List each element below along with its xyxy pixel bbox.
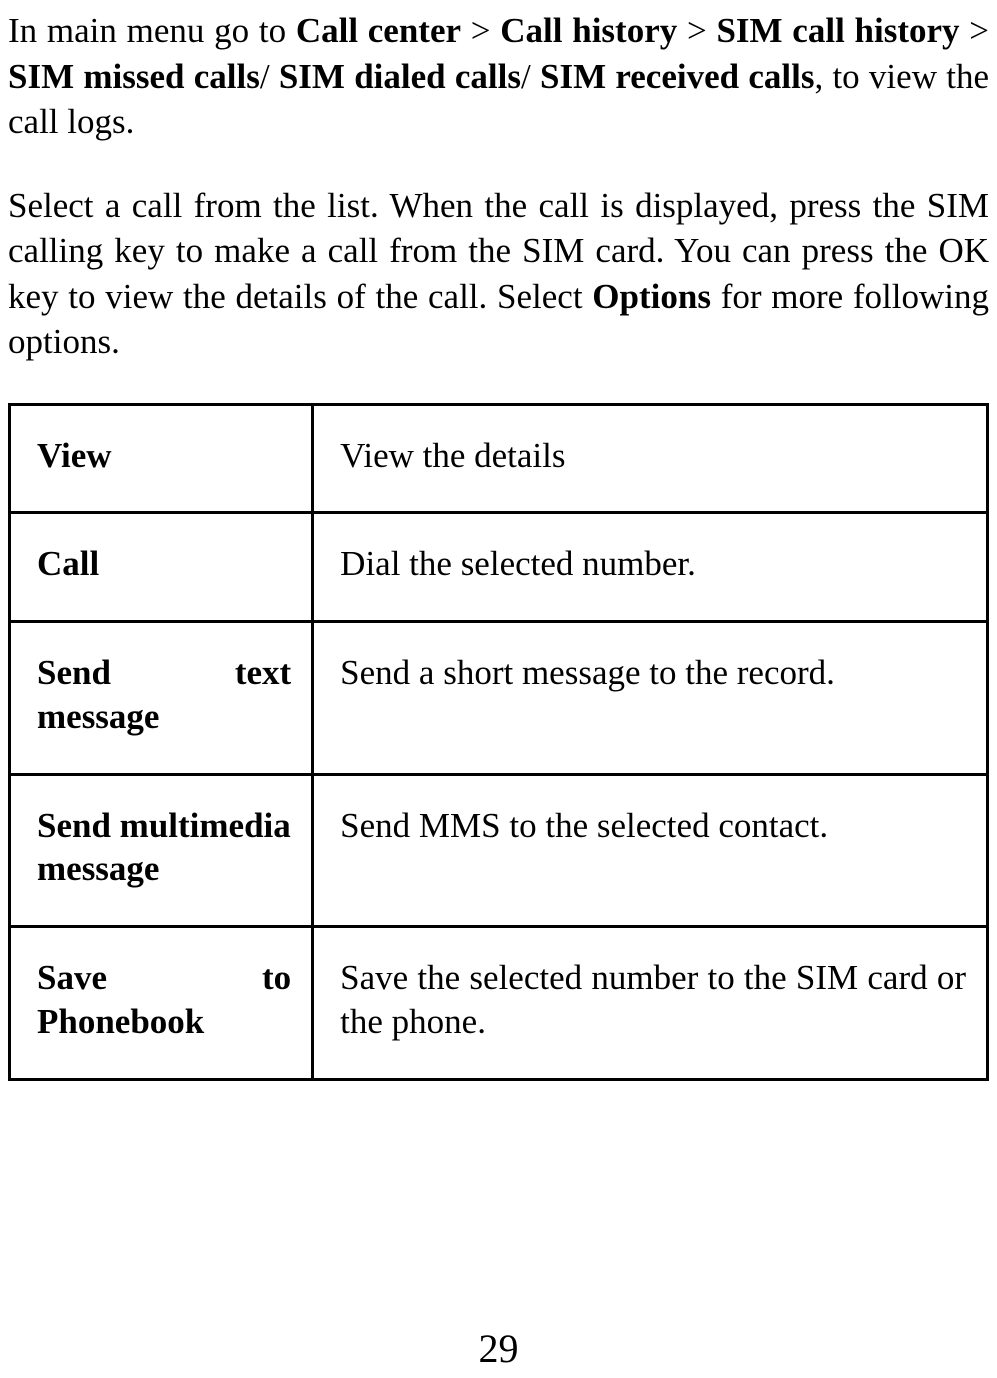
instruction-paragraph: Select a call from the list. When the ca…	[8, 183, 989, 365]
option-name: Send multimedia message	[10, 774, 313, 927]
table-row: Save to PhonebookSave the selected numbe…	[10, 927, 988, 1080]
table-row: CallDial the selected number.	[10, 513, 988, 622]
option-name: Call	[10, 513, 313, 622]
table-row: Send multimedia messageSend MMS to the s…	[10, 774, 988, 927]
table-row: ViewView the details	[10, 404, 988, 513]
document-page: In main menu go to Call center > Call hi…	[0, 0, 997, 1378]
options-table-body: ViewView the detailsCallDial the selecte…	[10, 404, 988, 1079]
option-description: Send a short message to the record.	[313, 622, 988, 775]
table-row: Send text messageSend a short message to…	[10, 622, 988, 775]
option-description: View the details	[313, 404, 988, 513]
option-name: Send text message	[10, 622, 313, 775]
option-name: Save to Phonebook	[10, 927, 313, 1080]
option-description: Dial the selected number.	[313, 513, 988, 622]
options-table: ViewView the detailsCallDial the selecte…	[8, 403, 989, 1081]
option-name: View	[10, 404, 313, 513]
page-number: 29	[0, 1325, 997, 1372]
navigation-paragraph: In main menu go to Call center > Call hi…	[8, 8, 989, 145]
option-description: Send MMS to the selected contact.	[313, 774, 988, 927]
option-description: Save the selected number to the SIM card…	[313, 927, 988, 1080]
